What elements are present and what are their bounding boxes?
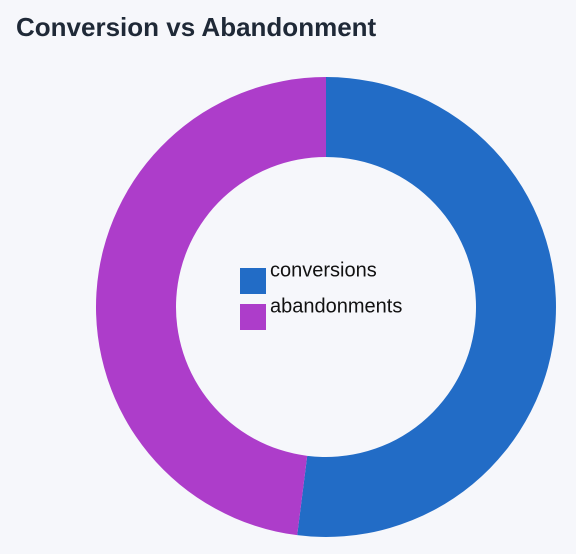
chart-title: Conversion vs Abandonment	[16, 12, 377, 42]
donut-slice	[95, 77, 326, 536]
legend-label: conversions	[270, 259, 377, 281]
legend-label: abandonments	[270, 295, 402, 317]
donut-slice	[297, 77, 556, 537]
legend-swatch	[240, 304, 266, 330]
legend-swatch	[240, 268, 266, 294]
